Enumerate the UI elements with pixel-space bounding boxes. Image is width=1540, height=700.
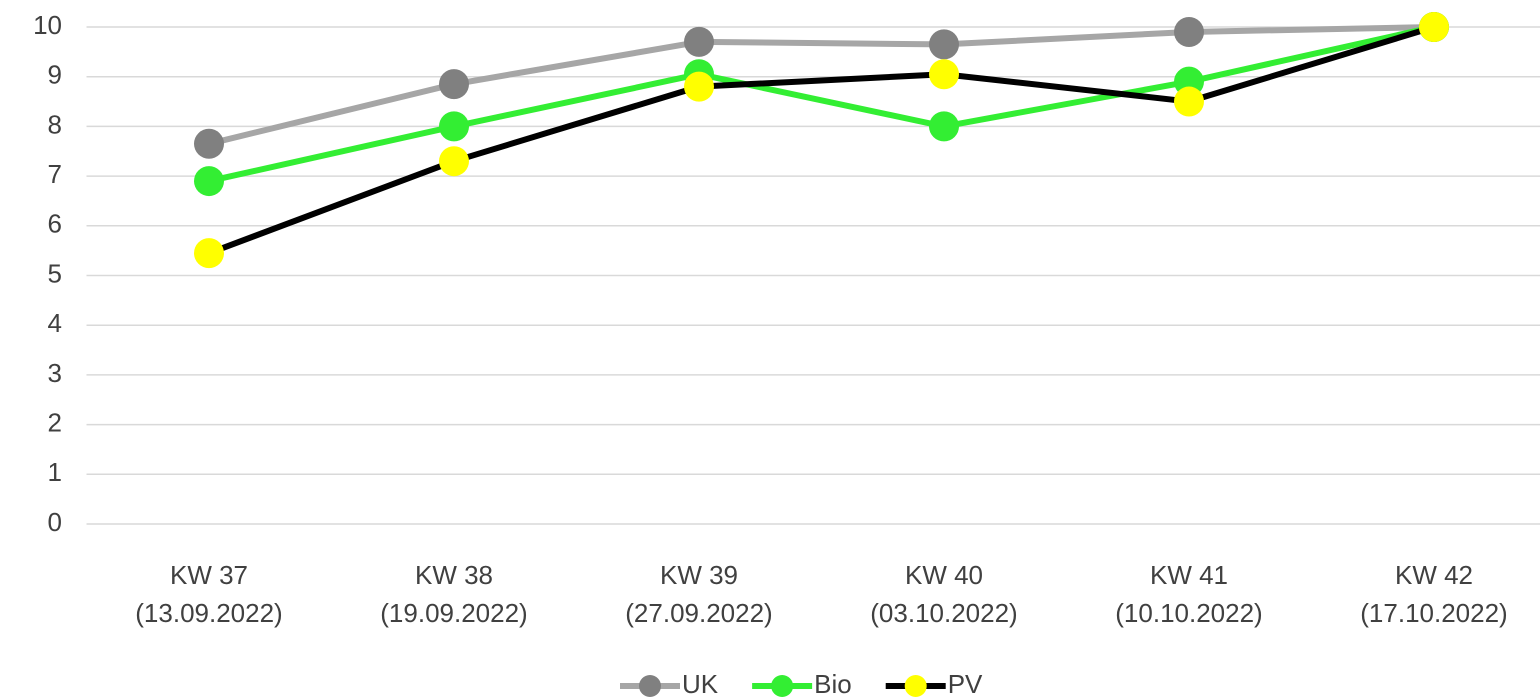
- data-point: [1174, 86, 1204, 117]
- x-tick-label: (27.09.2022): [625, 598, 772, 628]
- x-tick-label: KW 37: [170, 560, 248, 590]
- data-point: [929, 29, 959, 60]
- legend-label: UK: [682, 669, 719, 699]
- y-tick-label: 8: [48, 109, 62, 139]
- legend-marker: [771, 675, 794, 697]
- data-point: [439, 111, 469, 142]
- data-point: [439, 146, 469, 177]
- data-point: [439, 69, 469, 100]
- x-tick-label: (17.10.2022): [1360, 598, 1507, 628]
- data-point: [684, 26, 714, 57]
- x-tick-label: (10.10.2022): [1115, 598, 1262, 628]
- data-point: [1174, 16, 1204, 47]
- x-tick-label: KW 42: [1395, 560, 1473, 590]
- legend-marker: [639, 675, 661, 697]
- y-tick-label: 5: [48, 258, 62, 288]
- x-tick-label: KW 41: [1150, 560, 1228, 590]
- x-tick-label: KW 40: [905, 560, 983, 590]
- y-tick-label: 1: [48, 457, 62, 487]
- data-point: [194, 238, 224, 269]
- x-tick-label: (03.10.2022): [870, 598, 1017, 628]
- legend-marker: [904, 675, 927, 697]
- x-tick-label: (13.09.2022): [135, 598, 282, 628]
- legend-label: Bio: [814, 669, 852, 699]
- data-point: [684, 71, 714, 102]
- data-point: [929, 111, 959, 142]
- y-tick-label: 10: [33, 10, 62, 40]
- data-point: [194, 128, 224, 159]
- y-tick-label: 2: [48, 407, 62, 437]
- x-tick-label: KW 38: [415, 560, 493, 590]
- data-point: [194, 166, 224, 197]
- y-tick-label: 9: [48, 60, 62, 90]
- series-line: [208, 24, 1435, 184]
- series-line: [208, 24, 1435, 147]
- legend-label: PV: [948, 669, 983, 699]
- x-tick-label: KW 39: [660, 560, 738, 590]
- y-tick-label: 4: [48, 308, 62, 338]
- x-tick-label: (19.09.2022): [380, 598, 527, 628]
- y-tick-label: 6: [48, 209, 62, 239]
- y-tick-label: 7: [48, 159, 62, 189]
- data-point: [1419, 12, 1449, 42]
- y-tick-label: 3: [48, 358, 62, 388]
- y-tick-label: 0: [48, 507, 62, 537]
- data-point: [929, 59, 959, 90]
- series-line: [207, 24, 1435, 256]
